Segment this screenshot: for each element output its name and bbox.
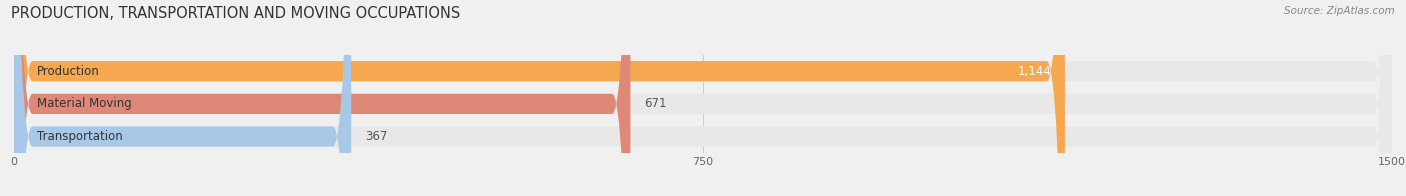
FancyBboxPatch shape bbox=[14, 0, 1392, 196]
Text: 1,144: 1,144 bbox=[1018, 65, 1052, 78]
FancyBboxPatch shape bbox=[14, 0, 1064, 196]
Text: PRODUCTION, TRANSPORTATION AND MOVING OCCUPATIONS: PRODUCTION, TRANSPORTATION AND MOVING OC… bbox=[11, 6, 461, 21]
Text: Material Moving: Material Moving bbox=[37, 97, 132, 110]
Text: Source: ZipAtlas.com: Source: ZipAtlas.com bbox=[1284, 6, 1395, 16]
FancyBboxPatch shape bbox=[14, 0, 352, 196]
FancyBboxPatch shape bbox=[14, 0, 630, 196]
FancyBboxPatch shape bbox=[14, 0, 1392, 196]
Text: Transportation: Transportation bbox=[37, 130, 122, 143]
Text: 367: 367 bbox=[366, 130, 387, 143]
Text: Production: Production bbox=[37, 65, 100, 78]
FancyBboxPatch shape bbox=[14, 0, 1392, 196]
Text: 671: 671 bbox=[644, 97, 666, 110]
